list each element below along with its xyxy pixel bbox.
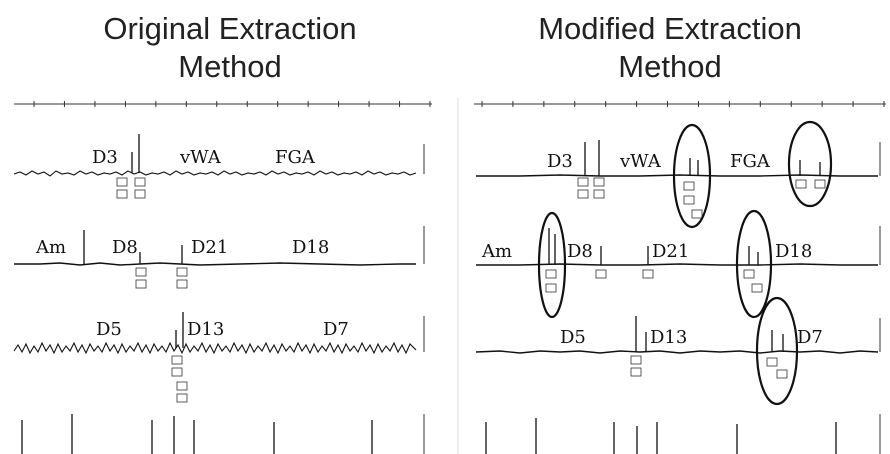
left-row-3-electropherogram: D5 D13 D7 [13,312,425,403]
right-row-1-electropherogram: D3 vWA FGA [476,120,881,229]
right-locus-label: D18 [775,241,812,262]
right-allele-box [595,269,607,279]
left-locus-label: D21 [191,237,228,258]
left-panel: D3 vWA FGA Am D8 D21 D18 [13,101,432,454]
left-locus-label: D13 [187,319,224,340]
right-highlight-ellipse-d7 [755,296,799,406]
left-row-2-electropherogram: Am D8 D21 D18 [14,226,425,289]
left-row-1-electropherogram: D3 vWA FGA [13,134,425,199]
right-allele-box [577,177,589,187]
left-row-3-baseline [13,341,417,355]
left-allele-box [116,177,128,187]
left-title-line-2: Method [178,49,282,84]
left-panel-title: Original Extraction Method [40,10,420,86]
right-allele-box [691,209,703,219]
right-allele-box [766,357,778,367]
left-locus-label: FGA [275,147,316,168]
right-panel: D3 vWA FGA Am D8 D21 [474,101,886,454]
left-title-line-1: Original Extraction [103,11,357,46]
left-allele-box [116,189,128,199]
right-title-line-1: Modified Extraction [538,11,802,46]
left-allele-box [176,393,188,403]
left-allele-box [176,279,188,289]
right-locus-label: D5 [560,327,586,348]
left-allele-box [176,267,188,277]
right-row-3-baseline [475,350,879,354]
left-allele-box [135,279,147,289]
left-allele-box [135,267,147,277]
right-allele-box [683,195,695,205]
right-allele-box [630,367,642,377]
right-highlight-ellipse-amelogenin [537,211,567,319]
right-allele-box [593,189,605,199]
right-allele-box [683,181,695,191]
right-row-4-ladder [485,414,881,454]
right-row-1-baseline [476,174,878,177]
right-allele-box [642,269,654,279]
right-allele-box [630,355,642,365]
right-allele-box [545,269,557,279]
right-locus-label: D8 [567,241,593,262]
right-locus-label: D7 [797,327,823,348]
left-locus-label: D7 [323,319,349,340]
right-highlight-ellipse-d18 [735,209,773,319]
left-row-4-ladder [21,414,425,454]
right-locus-label: D13 [650,327,687,348]
right-locus-label: D21 [652,241,689,262]
left-locus-label: D3 [92,147,118,168]
left-locus-label: Am [35,237,66,258]
right-row-2-electropherogram: Am D8 D21 D18 [476,209,881,319]
right-allele-box [743,269,755,279]
left-allele-box [171,367,183,377]
right-allele-box [751,283,763,293]
right-allele-box [814,179,826,189]
left-allele-box [176,381,188,391]
right-locus-label: D3 [547,151,573,172]
left-allele-box [134,189,146,199]
right-row-3-electropherogram: D5 D13 D7 [475,296,881,406]
right-allele-box [795,179,807,189]
right-locus-label: Am [481,241,512,262]
right-panel-title: Modified Extraction Method [470,10,870,86]
left-locus-label: D8 [112,237,138,258]
left-allele-box [171,355,183,365]
left-allele-box [134,177,146,187]
right-title-line-2: Method [618,49,722,84]
left-locus-label: D5 [96,319,122,340]
right-highlight-ellipse-fga [787,120,833,208]
right-allele-box [577,189,589,199]
right-locus-label: vWA [619,151,662,172]
right-locus-label: FGA [730,151,771,172]
right-row-2-baseline [476,263,878,266]
right-size-ruler [474,101,886,107]
right-allele-box [593,177,605,187]
right-allele-box [776,369,788,379]
left-locus-label: D18 [292,237,329,258]
left-row-1-baseline [13,170,417,177]
right-highlight-ellipse-vwa [672,123,712,229]
right-allele-box [545,283,557,293]
left-locus-label: vWA [179,147,222,168]
left-size-ruler [14,101,432,107]
left-row-2-baseline [14,262,416,266]
